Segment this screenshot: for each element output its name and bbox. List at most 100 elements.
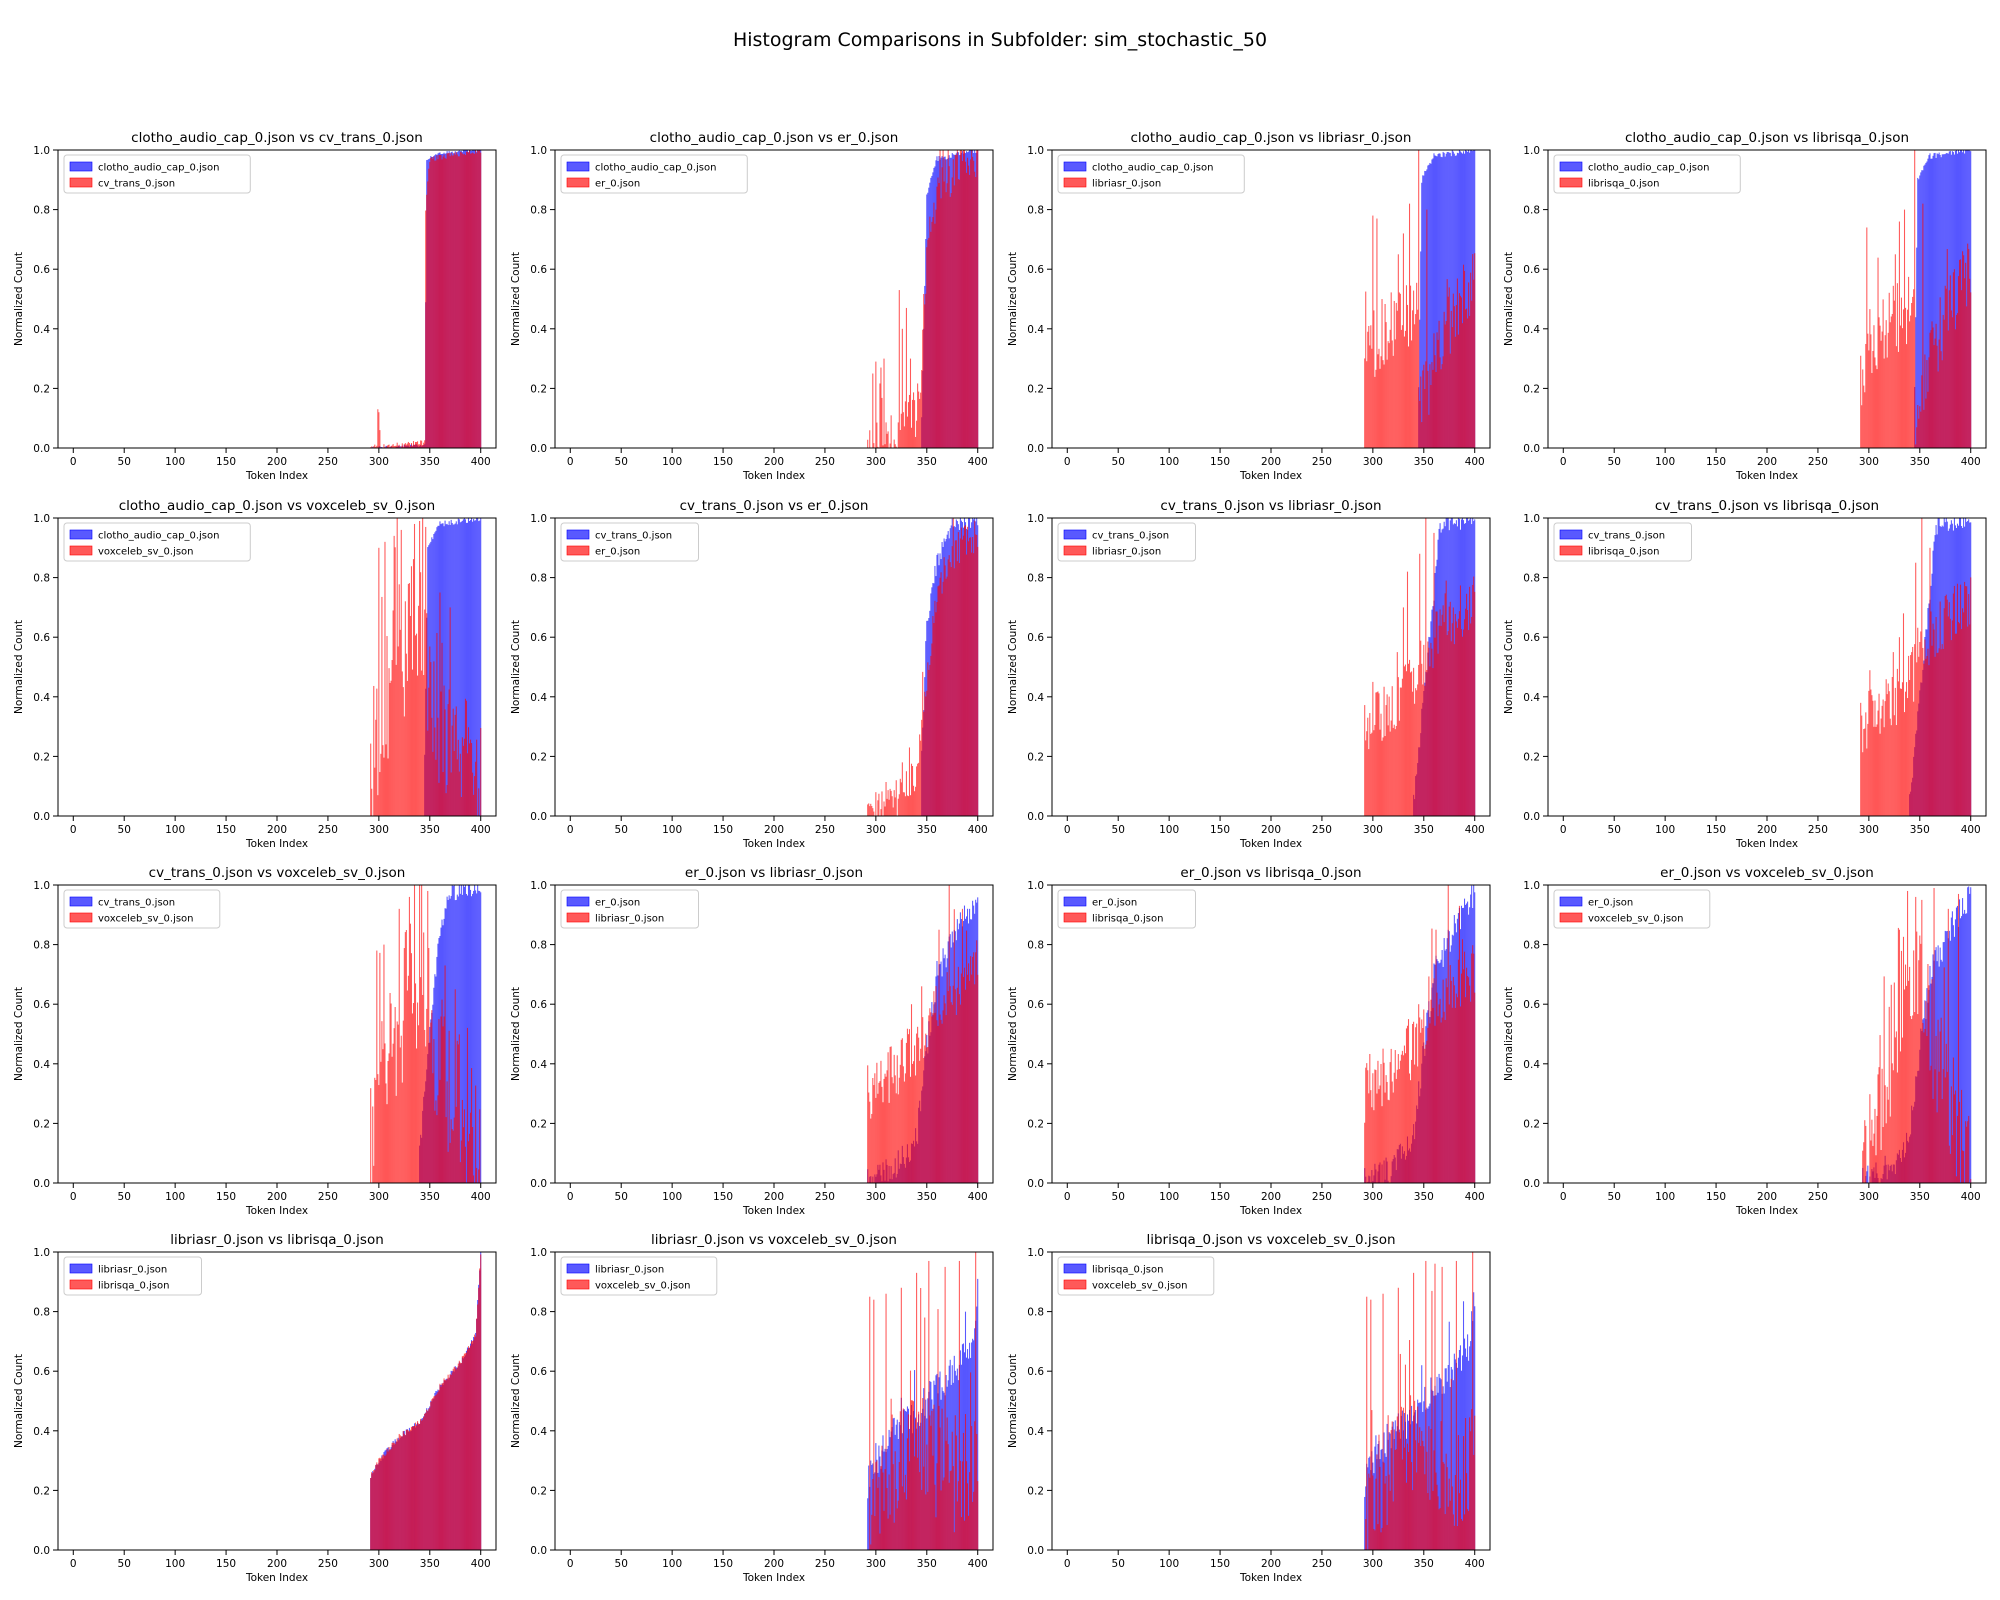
histogram-bar <box>422 445 424 448</box>
histogram-bar <box>1949 618 1951 816</box>
histogram-bar <box>479 1109 481 1183</box>
histogram-bar <box>1882 299 1884 448</box>
histogram-bar <box>908 1029 911 1183</box>
histogram-bar <box>1457 153 1459 448</box>
histogram-bar <box>977 150 979 448</box>
histogram-bar <box>392 610 394 816</box>
histogram-bar <box>1935 1035 1937 1183</box>
histogram-bar <box>1472 945 1474 1183</box>
histogram-bar <box>1432 369 1434 448</box>
legend-swatch <box>566 545 590 556</box>
histogram-bar <box>906 416 908 448</box>
histogram-bar <box>1454 613 1456 816</box>
y-tick-label: 0.8 <box>1523 940 1540 952</box>
histogram-bar <box>951 1004 953 1183</box>
x-tick-label: 50 <box>615 824 628 836</box>
histogram-bar <box>463 886 465 1183</box>
histogram-bar <box>1368 1473 1370 1550</box>
histogram-bar <box>907 1414 909 1550</box>
histogram-bar <box>968 963 970 1183</box>
histogram-bar <box>1449 1500 1451 1550</box>
histogram-bar <box>1934 338 1936 448</box>
histogram-bar <box>1913 289 1915 448</box>
histogram-bar <box>1398 1069 1400 1183</box>
histogram-bar <box>1960 259 1962 448</box>
histogram-bar <box>408 583 410 816</box>
histogram-bar <box>950 1470 952 1550</box>
histogram-bar <box>463 738 465 816</box>
histogram-bar <box>1442 979 1444 1183</box>
histogram-bar <box>1433 978 1435 1183</box>
histogram-bar <box>1393 1072 1395 1183</box>
histogram-bar <box>1969 624 1971 816</box>
legend-swatch <box>566 1279 590 1290</box>
histogram-bar <box>461 894 463 1183</box>
histogram-bar <box>1443 1011 1445 1183</box>
y-tick-label: 0.0 <box>530 811 547 823</box>
histogram-bar <box>1435 611 1437 816</box>
histogram-bar <box>967 1483 969 1550</box>
histogram-bar <box>1451 1007 1453 1183</box>
series-1 <box>867 150 979 448</box>
histogram-bar <box>1919 406 1921 448</box>
histogram-bar <box>1368 325 1370 448</box>
histogram-bar <box>473 153 475 448</box>
histogram-bar <box>457 156 459 448</box>
histogram-bar <box>468 1348 471 1550</box>
histogram-bar <box>455 706 457 816</box>
histogram-bar <box>919 1060 921 1183</box>
histogram-bar <box>967 526 969 816</box>
x-tick-label: 0 <box>567 456 574 468</box>
histogram-bar <box>902 792 904 816</box>
x-tick-label: 400 <box>471 1191 491 1203</box>
histogram-bar <box>1364 1496 1366 1550</box>
legend-label: cv_trans_0.json <box>98 898 175 909</box>
histogram-bar <box>918 762 920 816</box>
histogram-bar <box>451 1129 453 1183</box>
histogram-bar <box>391 660 393 816</box>
histogram-bar <box>389 992 391 1183</box>
histogram-bar <box>1888 1006 1890 1183</box>
legend-swatch <box>69 177 93 188</box>
histogram-bar <box>1897 351 1899 448</box>
histogram-bar <box>1445 321 1447 448</box>
histogram-bar <box>1452 293 1454 448</box>
histogram-bar <box>918 391 920 448</box>
histogram-bar <box>1387 1415 1389 1550</box>
histogram-bar <box>423 675 425 816</box>
histogram-bar <box>934 1484 936 1550</box>
histogram-bar <box>1444 1514 1446 1550</box>
histogram-bar <box>435 530 437 816</box>
histogram-bar <box>478 1169 480 1183</box>
y-tick-label: 0.6 <box>530 632 547 644</box>
legend-frame <box>63 889 221 929</box>
histogram-bar <box>422 1419 424 1550</box>
histogram-bar <box>1963 255 1965 448</box>
histogram-bar <box>1468 1511 1470 1550</box>
histogram-bar <box>1468 977 1470 1183</box>
histogram-bar <box>377 1074 379 1183</box>
histogram-bar <box>435 976 437 1183</box>
legend-swatch <box>69 161 93 172</box>
histogram-bar <box>1393 1429 1395 1550</box>
histogram-bar <box>1929 1070 1931 1183</box>
histogram-bar <box>372 446 374 448</box>
histogram-bar <box>892 1083 894 1183</box>
histogram-bar <box>955 1435 957 1550</box>
histogram-bar <box>1454 155 1456 448</box>
histogram-bar <box>1413 1021 1415 1183</box>
histogram-bar <box>895 1424 897 1550</box>
histogram-bar <box>954 1415 956 1550</box>
histogram-bar <box>905 1042 907 1183</box>
histogram-bar <box>925 1494 927 1550</box>
histogram-bar <box>1891 677 1893 816</box>
histogram-bar <box>1419 400 1421 448</box>
histogram-bar <box>400 529 402 816</box>
histogram-bar <box>887 1518 889 1550</box>
histogram-bar <box>904 1073 906 1183</box>
histogram-bar <box>1950 310 1952 448</box>
legend-swatch <box>69 1279 93 1290</box>
histogram-bar <box>929 1415 931 1550</box>
